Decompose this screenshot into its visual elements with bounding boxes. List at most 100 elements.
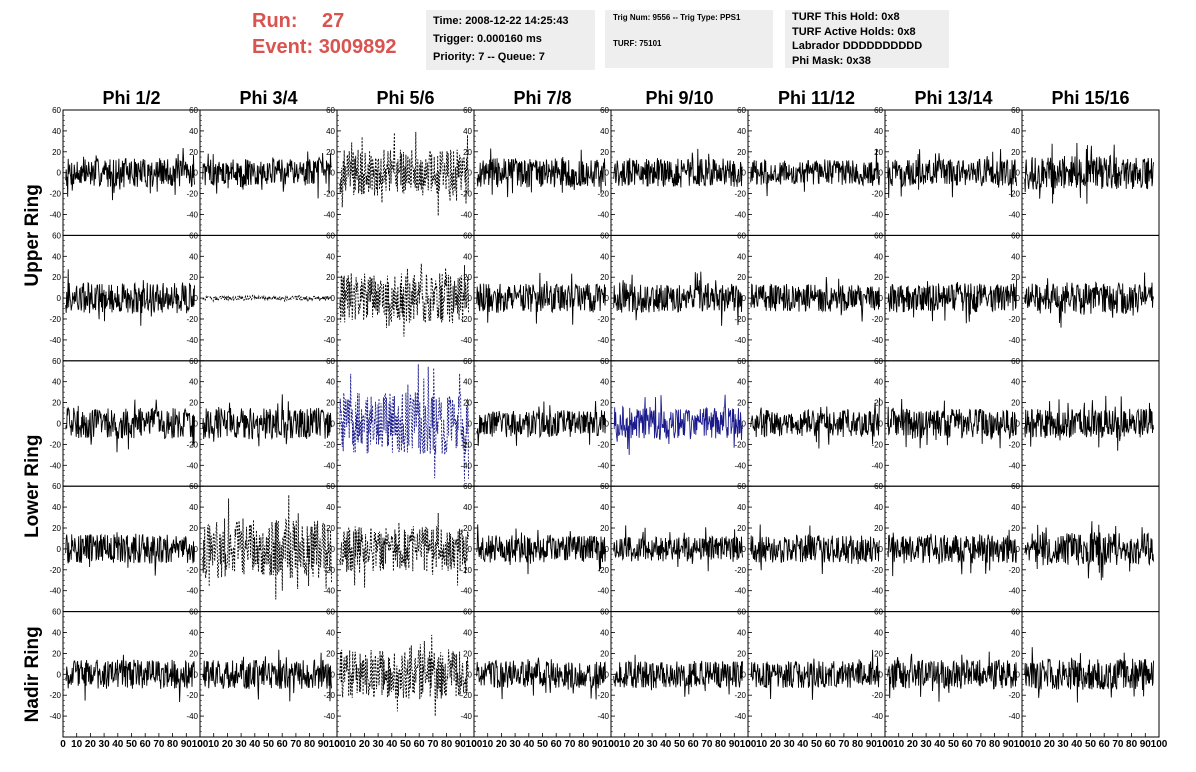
- y-tick-label: 0: [331, 670, 336, 679]
- x-tick-label: 30: [99, 739, 111, 750]
- y-tick-label: 20: [737, 273, 746, 282]
- x-tick-label: 30: [236, 739, 248, 750]
- column-header: Phi 13/14: [914, 88, 992, 108]
- y-tick-label: -40: [49, 336, 61, 345]
- waveform-trace: [476, 148, 606, 198]
- x-tick-label: 50: [126, 739, 138, 750]
- x-tick-label: 50: [537, 739, 549, 750]
- y-tick-label: 60: [52, 608, 61, 617]
- y-tick-label: 40: [600, 252, 609, 261]
- ring-label: Lower Ring: [22, 434, 43, 537]
- waveform-trace: [1024, 521, 1154, 581]
- y-tick-label: -20: [597, 440, 609, 449]
- y-tick-label: 20: [52, 148, 61, 157]
- y-tick-label: 0: [1016, 670, 1021, 679]
- y-tick-label: -40: [597, 336, 609, 345]
- x-tick-label: 60: [688, 739, 700, 750]
- y-tick-label: 40: [1011, 378, 1020, 387]
- y-tick-label: 0: [331, 294, 336, 303]
- y-tick-label: -40: [1008, 211, 1020, 220]
- y-tick-label: -20: [597, 315, 609, 324]
- labrador-line: Labrador DDDDDDDDDD: [792, 40, 923, 52]
- y-tick-label: -40: [186, 336, 198, 345]
- y-tick-label: 20: [52, 273, 61, 282]
- y-tick-label: 0: [879, 420, 884, 429]
- y-tick-label: -40: [1008, 587, 1020, 596]
- y-tick-label: 60: [874, 608, 883, 617]
- y-tick-label: -40: [186, 461, 198, 470]
- y-tick-label: 40: [874, 378, 883, 387]
- y-tick-label: -20: [186, 440, 198, 449]
- x-tick-label: 40: [112, 739, 124, 750]
- y-tick-label: 0: [1016, 545, 1021, 554]
- x-tick-label: 30: [921, 739, 933, 750]
- y-tick-label: 20: [52, 399, 61, 408]
- waveform-trace: [613, 654, 743, 697]
- y-tick-label: -40: [460, 712, 472, 721]
- y-tick-label: 0: [742, 420, 747, 429]
- y-tick-label: 0: [194, 294, 199, 303]
- y-tick-label: -40: [734, 712, 746, 721]
- x-tick-label: 60: [140, 739, 152, 750]
- waveform-trace: [613, 394, 743, 455]
- y-tick-label: 60: [737, 106, 746, 115]
- y-tick-label: 20: [874, 148, 883, 157]
- y-tick-label: 40: [463, 252, 472, 261]
- waveform-trace: [476, 272, 606, 325]
- x-tick-label: 50: [1085, 739, 1097, 750]
- y-tick-label: 40: [326, 127, 335, 136]
- y-tick-label: -20: [323, 440, 335, 449]
- y-tick-label: 60: [1011, 106, 1020, 115]
- waveform-trace: [339, 512, 469, 588]
- waveform-trace: [476, 524, 606, 575]
- column-header: Phi 5/6: [376, 88, 434, 108]
- y-tick-label: -40: [597, 587, 609, 596]
- y-tick-label: 40: [326, 503, 335, 512]
- column-header: Phi 3/4: [239, 88, 297, 108]
- y-tick-label: 20: [874, 399, 883, 408]
- y-tick-label: -40: [734, 461, 746, 470]
- y-tick-label: 0: [57, 294, 62, 303]
- y-tick-label: -40: [597, 211, 609, 220]
- x-tick-label: 80: [167, 739, 179, 750]
- y-tick-label: 60: [189, 608, 198, 617]
- x-tick-label: 90: [181, 739, 193, 750]
- y-tick-label: 60: [737, 357, 746, 366]
- y-tick-label: 0: [605, 169, 610, 178]
- y-tick-label: 40: [1011, 252, 1020, 261]
- x-tick-label: 90: [318, 739, 330, 750]
- x-tick-label: 90: [1140, 739, 1152, 750]
- waveform-trace: [1024, 142, 1154, 204]
- y-tick-label: -40: [871, 211, 883, 220]
- y-tick-label: -20: [734, 190, 746, 199]
- y-tick-label: 0: [742, 545, 747, 554]
- y-tick-label: -20: [871, 190, 883, 199]
- y-tick-label: -20: [1008, 691, 1020, 700]
- y-tick-label: -40: [323, 461, 335, 470]
- y-tick-label: 0: [742, 294, 747, 303]
- y-tick-label: 20: [189, 148, 198, 157]
- panel-frame: [336, 611, 475, 738]
- y-tick-label: 60: [52, 231, 61, 240]
- x-tick-label: 100: [603, 739, 620, 750]
- y-tick-label: -40: [323, 712, 335, 721]
- y-tick-label: 0: [879, 670, 884, 679]
- x-tick-label: 60: [551, 739, 563, 750]
- y-tick-label: 20: [737, 399, 746, 408]
- y-tick-label: 60: [737, 482, 746, 491]
- y-tick-label: -20: [323, 315, 335, 324]
- x-tick-label: 90: [455, 739, 467, 750]
- x-tick-label: 30: [373, 739, 385, 750]
- y-tick-label: -20: [323, 566, 335, 575]
- column-header: Phi 15/16: [1051, 88, 1129, 108]
- y-tick-label: -20: [1008, 440, 1020, 449]
- y-tick-label: -20: [1008, 315, 1020, 324]
- waveform-trace: [750, 276, 880, 322]
- waveform-trace: [887, 398, 1017, 449]
- y-tick-label: 20: [1011, 148, 1020, 157]
- y-tick-label: 0: [331, 545, 336, 554]
- y-tick-label: 60: [463, 482, 472, 491]
- y-tick-label: 40: [326, 252, 335, 261]
- x-tick-label: 70: [838, 739, 850, 750]
- y-tick-label: -20: [597, 190, 609, 199]
